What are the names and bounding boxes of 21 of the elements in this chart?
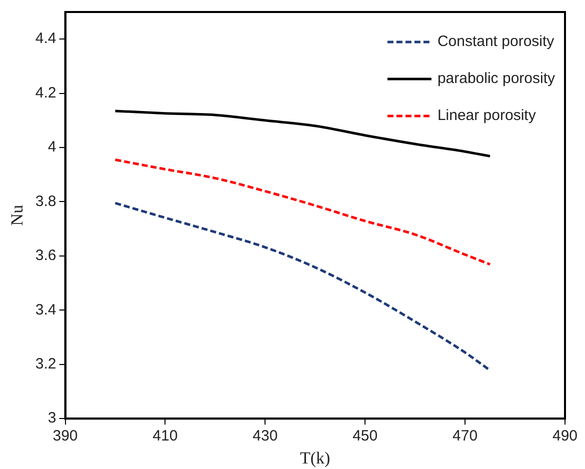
line-series — [114, 158, 492, 266]
x-axis-title: T(k) — [300, 448, 330, 468]
x-tick-label: 450 — [352, 428, 378, 445]
y-tick-label: 3.2 — [35, 356, 56, 373]
legend-label: Linear porosity — [437, 107, 536, 124]
y-tick-label: 3.6 — [35, 247, 56, 264]
y-axis-title: Nu — [8, 204, 27, 226]
y-tick-label: 4 — [48, 138, 56, 156]
y-tick-label: 3 — [48, 410, 56, 427]
y-tick-label: 3.4 — [35, 301, 56, 318]
x-tick-label: 430 — [252, 428, 278, 445]
x-tick-label: 470 — [452, 428, 478, 445]
line-series — [114, 202, 492, 372]
y-tick-label: 3.8 — [35, 192, 56, 210]
x-tick-label: 410 — [152, 428, 178, 445]
x-tick-label: 390 — [52, 428, 78, 445]
legend-label: Constant porosity — [437, 33, 555, 50]
x-tick-label: 490 — [552, 428, 578, 445]
y-tick-label: 4.4 — [35, 30, 56, 48]
legend-label: parabolic porosity — [437, 70, 556, 88]
y-tick-label: 4.2 — [35, 84, 56, 102]
